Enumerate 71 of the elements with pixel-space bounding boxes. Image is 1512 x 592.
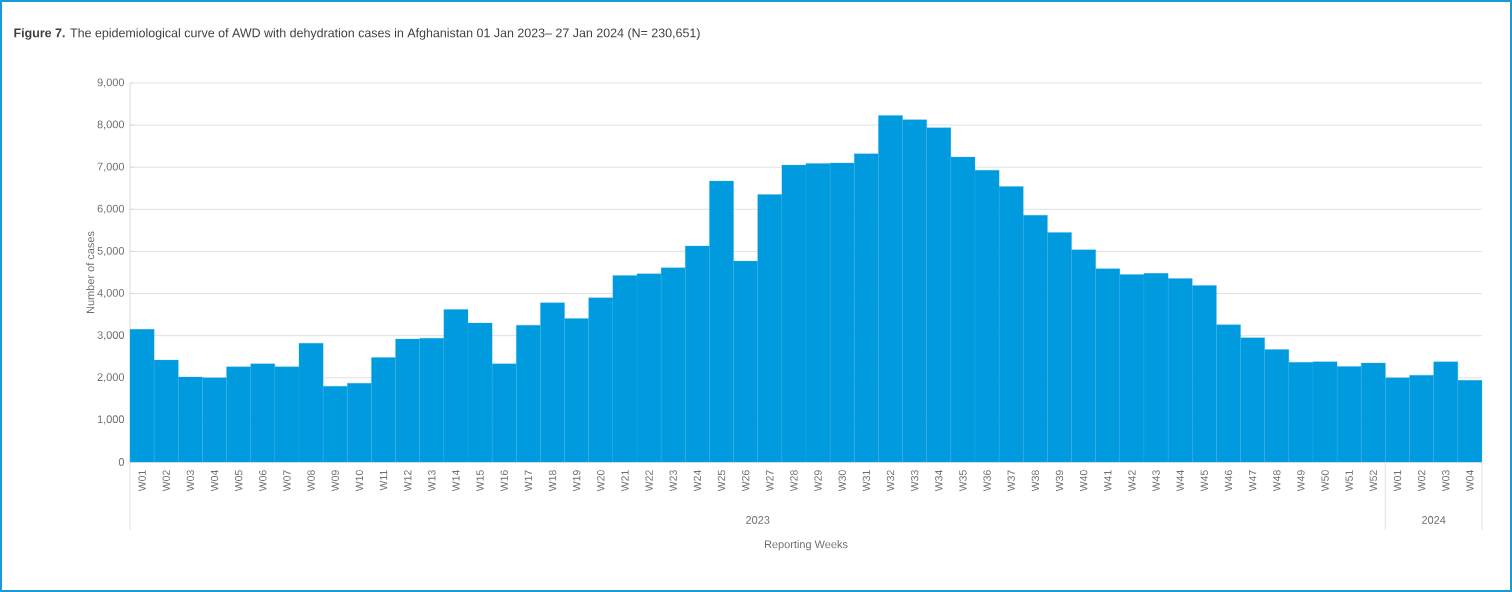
x-tick-label: W04 (1466, 470, 1474, 492)
x-tick-label: W16 (500, 470, 508, 492)
x-tick-label: W29 (814, 470, 822, 492)
x-tick-label: W30 (838, 470, 846, 492)
x-tick-label: W06 (259, 470, 267, 492)
x-tick-label: W34 (935, 470, 943, 492)
y-tick-label: 6,000 (97, 204, 125, 214)
x-tick-label: W41 (1104, 470, 1112, 492)
x-tick-label: W31 (862, 470, 871, 492)
x-tick-label: W39 (1055, 470, 1064, 492)
x-tick-label: W38 (1031, 470, 1040, 492)
x-tick-label: W33 (910, 470, 919, 492)
x-tick-label: W21 (621, 470, 629, 492)
x-tick-label: W42 (1128, 470, 1136, 492)
y-axis-title: Number of cases (86, 231, 95, 313)
x-tick-label: W07 (283, 470, 291, 492)
x-tick-label: W18 (548, 470, 557, 492)
x-tick-label: W48 (1273, 470, 1281, 492)
x-tick-label: W15 (476, 470, 484, 492)
x-tick-label: W19 (572, 470, 581, 492)
x-tick-label: W17 (524, 470, 532, 492)
x-tick-label: W13 (428, 470, 436, 492)
x-tick-label: W26 (741, 470, 750, 492)
x-tick-label: W12 (404, 470, 412, 492)
y-tick-label: 7,000 (97, 162, 125, 172)
x-tick-label: W24 (693, 470, 702, 492)
y-tick-label: 3,000 (97, 331, 125, 341)
x-tick-label: W37 (1007, 470, 1015, 492)
chart-title: Figure 7. The epidemiological curve of AWD with dehydration cases in Afghanistan 01 Jan 2023– 27 Jan 2024 (N= 230,651) (14, 28, 700, 40)
y-tick-label: 5,000 (97, 246, 125, 256)
y-tick-label: 1,000 (97, 415, 125, 425)
x-tick-label: W51 (1345, 470, 1353, 492)
x-tick-label: W20 (597, 470, 605, 492)
x-tick-label: W36 (983, 470, 991, 492)
x-tick-label: W43 (1152, 470, 1160, 492)
x-tick-label: W03 (186, 470, 195, 492)
x-tick-label: W40 (1079, 470, 1088, 492)
x-tick-label: W22 (645, 470, 653, 492)
x-axis-title: Reporting Weeks (764, 540, 848, 551)
y-tick-label: 2,000 (97, 373, 125, 383)
x-tick-label: W10 (355, 470, 364, 492)
x-tick-label: W32 (886, 470, 895, 492)
x-tick-label: W02 (162, 470, 170, 492)
y-tick-label: 8,000 (97, 120, 125, 130)
x-tick-label: W46 (1224, 470, 1233, 492)
x-tick-label: W11 (379, 470, 388, 491)
x-tick-label: W14 (452, 470, 460, 492)
x-tick-label: W23 (669, 470, 677, 492)
x-tick-label: W02 (1417, 470, 1426, 492)
x-tick-label: W50 (1321, 470, 1329, 492)
x-tick-label: W03 (1442, 470, 1450, 492)
text: 2023 (746, 516, 770, 524)
x-tick-label: W25 (717, 470, 726, 492)
x-tick-label: W09 (331, 470, 339, 492)
x-tick-label: W47 (1249, 470, 1257, 492)
x-tick-label: W35 (959, 470, 967, 492)
x-tick-label: W45 (1200, 470, 1208, 492)
x-tick-label: W01 (138, 470, 146, 492)
x-tick-label: W04 (210, 470, 219, 492)
x-tick-label: W44 (1176, 470, 1184, 492)
x-tick-label: W01 (1393, 470, 1402, 492)
y-tick-label: 0 (118, 458, 125, 466)
x-tick-label: W05 (234, 470, 243, 492)
x-tick-label: W08 (307, 470, 315, 492)
x-tick-label: W49 (1297, 470, 1305, 492)
x-tick-label: W27 (766, 470, 774, 492)
text: 2024 (1422, 516, 1446, 524)
y-tick-label: 9,000 (97, 78, 125, 88)
x-tick-label: W28 (790, 470, 798, 492)
y-tick-label: 4,000 (97, 289, 125, 299)
x-tick-label: W52 (1369, 470, 1378, 492)
